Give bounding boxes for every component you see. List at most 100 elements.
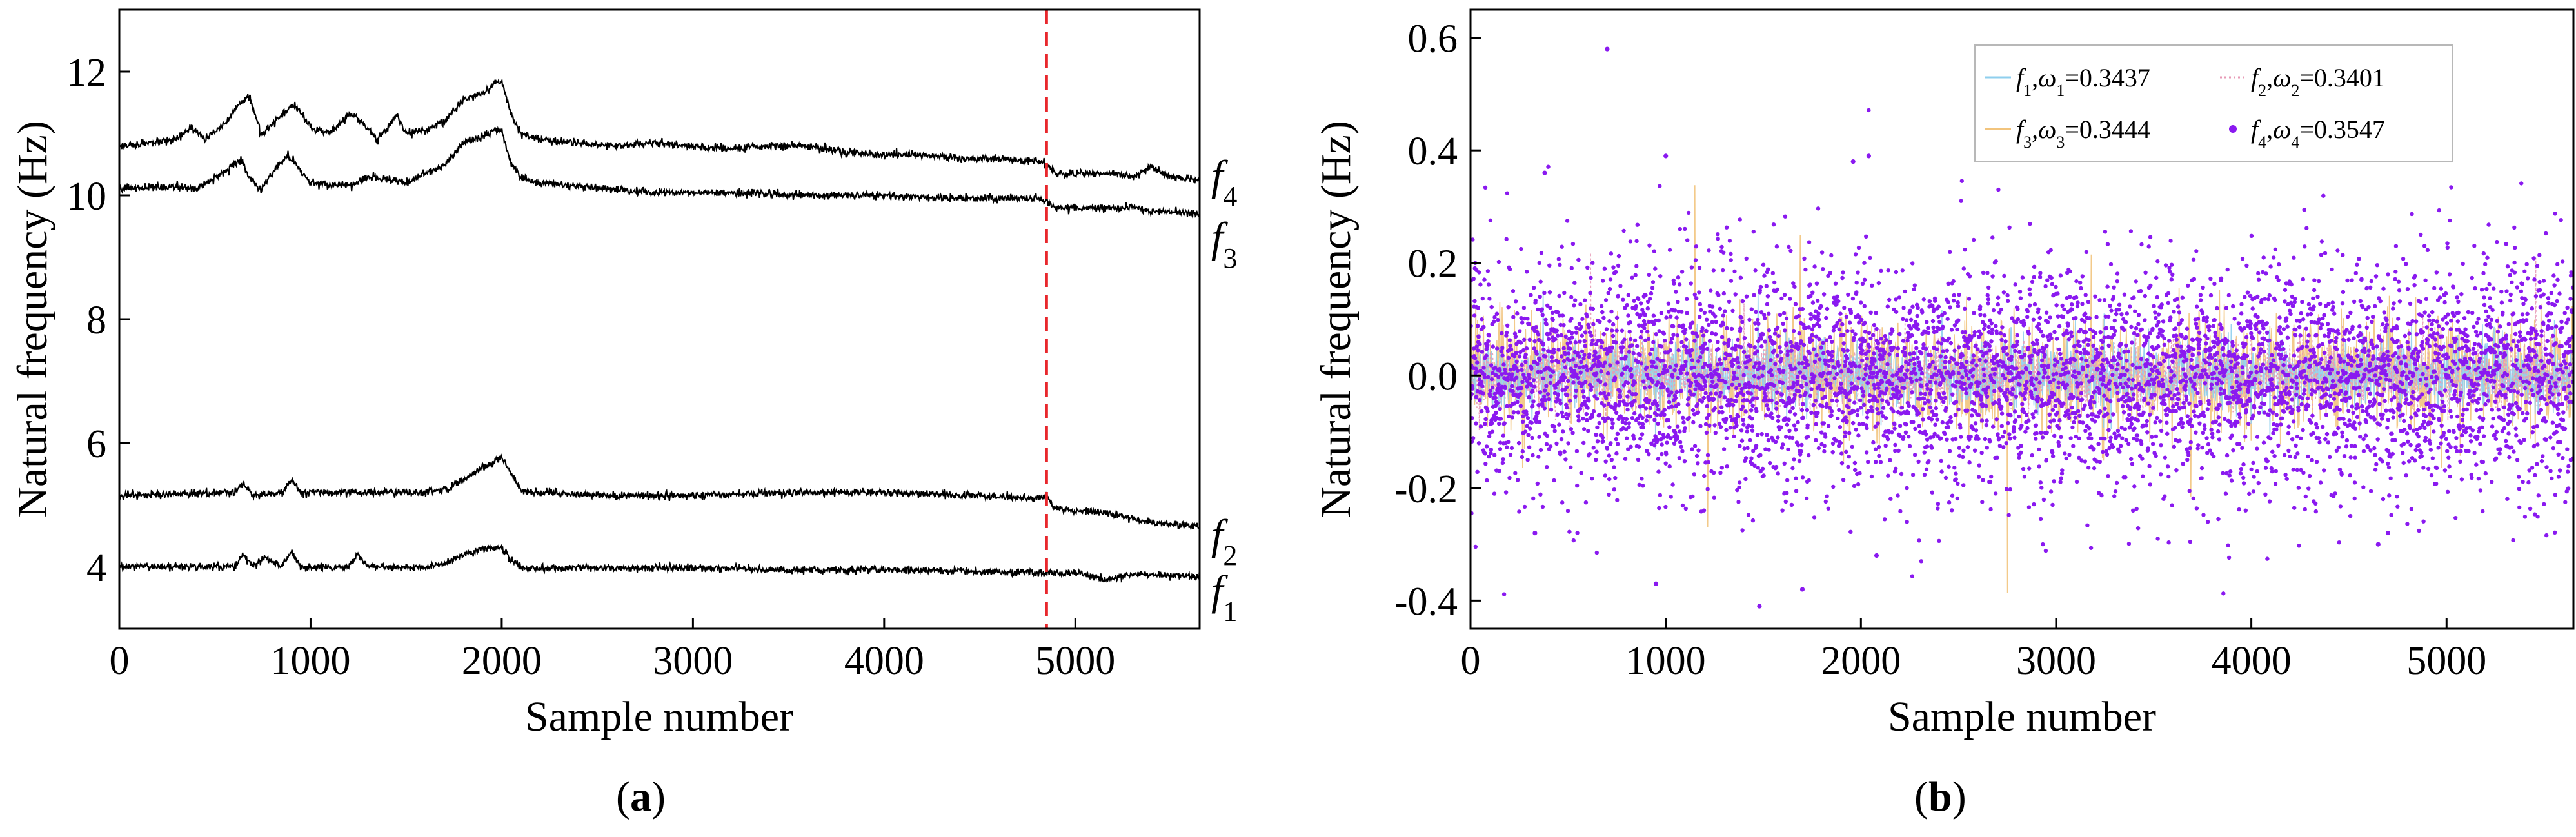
panel-b-f4-point xyxy=(2165,464,2170,469)
panel-b-f4-point xyxy=(2040,358,2045,362)
panel-b-f4-point xyxy=(2105,411,2110,416)
panel-b-f4-point xyxy=(2423,438,2428,443)
panel-b-f4-point xyxy=(2267,293,2272,298)
panel-b-f4-point xyxy=(1557,293,1561,299)
panel-b-f4-point xyxy=(2144,423,2148,428)
panel-b-f4-point xyxy=(1489,448,1493,452)
panel-b-f4-point xyxy=(2178,380,2183,384)
panel-b-f4-point xyxy=(1962,365,1967,369)
panel-b-f4-point xyxy=(1962,381,1967,386)
panel-b-f4-point xyxy=(2163,263,2168,268)
panel-b-f4-point xyxy=(1979,451,1984,455)
panel-b-f4-point xyxy=(1890,430,1894,435)
panel-b-f4-point xyxy=(2001,349,2006,353)
panel-b-f4-point xyxy=(1577,354,1581,359)
panel-b-f4-point xyxy=(1799,339,1803,344)
panel-b-f4-point xyxy=(1812,264,1817,269)
panel-b-f4-point xyxy=(2200,311,2205,315)
panel-b-f4-point xyxy=(2154,434,2159,439)
panel-b-f4-point xyxy=(2066,323,2070,328)
panel-b-f4-point xyxy=(1676,375,1680,380)
panel-b-f4-point xyxy=(1484,444,1489,449)
panel-b-f4-point xyxy=(1695,402,1700,407)
panel-b-f4-point xyxy=(1744,256,1749,261)
panel-b-f4-point xyxy=(1681,323,1686,328)
panel-b-f4-point xyxy=(1921,396,1927,401)
panel-b-f4-point xyxy=(1489,377,1494,382)
panel-b-f4-point xyxy=(2208,347,2213,351)
panel-b-f4-point xyxy=(2280,341,2284,346)
panel-b-f4-point xyxy=(1609,251,1614,256)
panel-b-f4-point xyxy=(1759,337,1763,341)
panel-b-f4-point xyxy=(2091,335,2096,339)
panel-b-f4-point xyxy=(2232,317,2237,321)
panel-b-f4-point xyxy=(1990,235,1995,240)
panel-b-f4-point xyxy=(2005,352,2010,357)
panel-b-f4-point xyxy=(2181,421,2185,426)
panel-b-f4-point xyxy=(1531,404,1535,408)
panel-b-f4-point xyxy=(1808,393,1813,398)
panel-b-f4-point xyxy=(1667,310,1671,314)
panel-b-f4-point xyxy=(2271,431,2275,435)
panel-b-f4-point xyxy=(2224,471,2229,476)
panel-b-f4-point xyxy=(1484,353,1489,358)
panel-a-x-tick-label: 2000 xyxy=(462,639,542,683)
panel-b-f4-point xyxy=(2063,451,2067,456)
panel-b-f4-point xyxy=(1760,373,1765,378)
panel-b-f4-point xyxy=(1544,384,1549,388)
panel-b-f4-point xyxy=(2092,466,2097,471)
panel-b-f4-point xyxy=(2131,392,2136,397)
panel-b-f4-point xyxy=(2001,373,2005,378)
panel-b-f4-point xyxy=(1515,311,1520,316)
panel-b-f4-point xyxy=(1598,380,1603,384)
panel-b-f4-point xyxy=(2258,405,2263,409)
panel-b-f4-point xyxy=(2085,523,2090,527)
panel-b-f4-point xyxy=(2124,438,2128,442)
panel-b-f4-point xyxy=(2404,431,2410,436)
panel-b-f4-point xyxy=(2337,391,2341,397)
panel-b-f4-point xyxy=(1783,328,1787,333)
panel-b-f4-point xyxy=(2034,431,2039,436)
panel-b-f4-point xyxy=(2343,371,2348,375)
panel-b-f4-point xyxy=(1890,373,1895,378)
panel-b-f4-point xyxy=(1478,342,1482,347)
panel-b-f4-point xyxy=(1719,405,1724,409)
panel-b-f4-point xyxy=(2001,445,2006,449)
panel-b-f4-point xyxy=(1843,359,1848,364)
panel-b-f4-point xyxy=(2315,295,2320,299)
panel-b-f4-point xyxy=(2045,278,2050,282)
panel-b-f4-point xyxy=(1908,308,1912,313)
panel-b-f4-point xyxy=(2261,388,2266,393)
panel-b-f4-point xyxy=(1608,277,1613,282)
panel-b-f4-point xyxy=(1892,388,1896,392)
panel-b-f4-point xyxy=(1963,369,1968,373)
panel-b-f4-point xyxy=(2023,390,2028,395)
panel-b-f4-point xyxy=(2224,306,2229,310)
panel-b-f4-point xyxy=(2246,421,2251,426)
panel-b-f4-point xyxy=(2085,373,2089,378)
panel-b-f4-point xyxy=(1839,386,1844,391)
panel-b-f4-point xyxy=(1941,377,1946,381)
panel-b-f4-point xyxy=(1572,281,1577,285)
panel-b-f4-point xyxy=(2077,436,2081,440)
panel-b-f4-point xyxy=(1850,444,1854,449)
panel-b-f4-point xyxy=(1784,316,1789,321)
panel-b-f4-point xyxy=(1858,364,1862,369)
panel-b-f4-point xyxy=(1636,457,1641,462)
panel-b-f4-point xyxy=(1563,351,1567,357)
panel-b-f4-point xyxy=(1862,261,1867,265)
panel-b-f4-point xyxy=(2039,397,2044,402)
panel-b-f4-point xyxy=(2374,462,2379,467)
panel-b-f4-point xyxy=(1717,409,1721,415)
panel-b-f4-point xyxy=(1762,313,1767,317)
panel-b-f4-point xyxy=(1674,315,1679,320)
panel-b-f4-point xyxy=(2173,426,2177,430)
panel-b-f4-point xyxy=(1859,351,1864,356)
panel-b-f4-point xyxy=(1669,390,1674,395)
panel-b-f4-point xyxy=(2340,301,2345,306)
panel-b-f4-point xyxy=(1799,442,1804,448)
panel-b-f4-point xyxy=(2077,413,2082,418)
panel-b-f4-point xyxy=(1956,304,1961,308)
panel-b-f4-point xyxy=(2099,493,2104,498)
panel-b-f4-point xyxy=(1559,437,1564,442)
